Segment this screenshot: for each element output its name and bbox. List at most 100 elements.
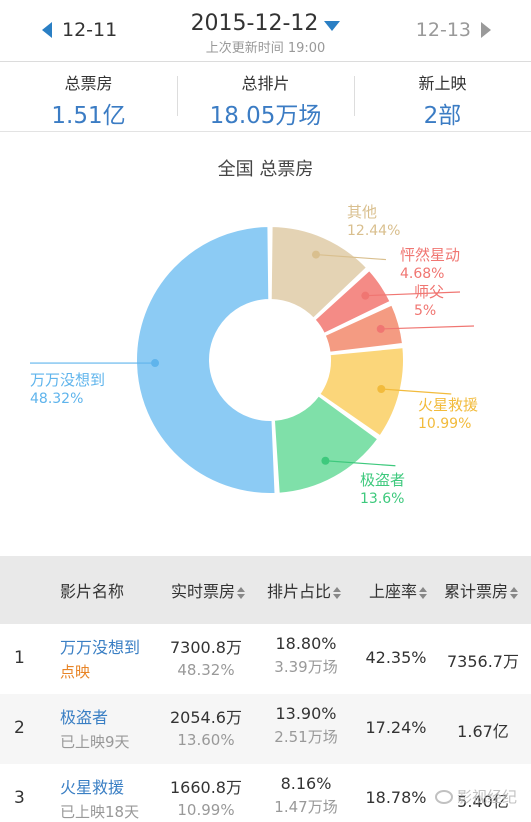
- box-office-donut-chart: 其他 12.44%怦然星动 4.68%师父 5% 火星救援 10.99% 极盗者 13.6% 万…: [30, 203, 478, 507]
- occupancy-value: 17.24%: [365, 718, 427, 737]
- realtime-cell: 2054.6万 13.60%: [165, 704, 247, 749]
- table-row[interactable]: 2 极盗者 已上映9天 2054.6万 13.60% 13.90% 2.51万场…: [0, 694, 531, 764]
- film-status: 已上映9天: [60, 733, 130, 751]
- realtime-cell: 1660.8万 10.99%: [165, 774, 247, 819]
- realtime-value: 1660.8万: [170, 778, 242, 797]
- slice-value-3: 5%: [414, 303, 436, 319]
- ratio-cell: 18.80% 3.39万场: [262, 634, 350, 677]
- total-value: 1.67亿: [457, 722, 509, 741]
- next-date-label: 12-13: [415, 19, 471, 41]
- stat-label: 总排片: [241, 74, 290, 93]
- table-header: 影片名称 实时票房 排片占比 上座率 累计票房: [0, 556, 531, 624]
- ratio-cell: 8.16% 1.47万场: [262, 774, 350, 817]
- film-status: 已上映18天: [60, 803, 140, 821]
- current-date-selector[interactable]: 2015-12-12 上次更新时间 19:00: [0, 11, 531, 56]
- table-row[interactable]: 1 万万没想到 点映 7300.8万 48.32% 18.80% 3.39万场 …: [0, 624, 531, 694]
- header-occupancy-sort[interactable]: 上座率: [369, 578, 428, 602]
- header-label: 上座率: [369, 582, 418, 601]
- arrow-right-icon: [481, 22, 491, 38]
- film-name-cell: 火星救援 已上映18天: [60, 774, 139, 822]
- slice-name-5: 极盗者: [360, 471, 405, 489]
- realtime-pct: 48.32%: [177, 661, 235, 679]
- ratio-value: 8.16%: [280, 774, 332, 793]
- rank: 1: [14, 648, 25, 668]
- total-value: 5.40亿: [457, 792, 509, 811]
- ratio-value: 13.90%: [275, 704, 337, 723]
- stat-total-shows: 总排片 18.05万场: [177, 62, 354, 131]
- slice-0[interactable]: [135, 224, 277, 495]
- realtime-cell: 7300.8万 48.32%: [165, 634, 247, 679]
- ratio-cell: 13.90% 2.51万场: [262, 704, 350, 747]
- stat-label: 总票房: [64, 74, 113, 93]
- occupancy-value: 42.35%: [365, 648, 427, 667]
- occupancy-value: 18.78%: [365, 788, 427, 807]
- slice-3[interactable]: [323, 303, 405, 354]
- header-film-name: 影片名称: [60, 582, 125, 601]
- ratio-value: 18.80%: [275, 634, 337, 653]
- film-title: 万万没想到: [60, 638, 141, 657]
- shows-value: 1.47万场: [274, 798, 338, 816]
- leader-line-1: [315, 253, 387, 261]
- watermark-text: 影视经纪: [456, 788, 517, 806]
- summary-stats: 总票房 1.51亿 总排片 18.05万场 新上映 2部: [0, 62, 531, 132]
- sort-icon: [510, 586, 519, 599]
- leader-line-5: [325, 460, 396, 467]
- slice-value-0: 48.32%: [30, 391, 83, 407]
- update-time: 上次更新时间 19:00: [205, 41, 326, 56]
- slice-name-1: 其他: [347, 203, 377, 221]
- film-name-cell: 万万没想到 点映: [60, 634, 140, 682]
- slice-dot-3: [376, 324, 385, 333]
- slice-2[interactable]: [313, 268, 392, 336]
- realtime-value: 7300.8万: [170, 638, 242, 657]
- chevron-down-icon: [324, 20, 341, 31]
- header-realtime-sort[interactable]: 实时票房: [171, 578, 246, 602]
- shows-value: 3.39万场: [274, 658, 338, 676]
- stat-label: 新上映: [418, 74, 467, 93]
- film-status: 点映: [60, 663, 91, 681]
- header-label: 排片占比: [267, 582, 332, 601]
- chart-title: 全国 总票房: [217, 159, 314, 180]
- next-day-button[interactable]: 12-13: [416, 19, 491, 41]
- slice-name-0: 万万没想到: [30, 371, 105, 389]
- header-label: 累计票房: [444, 582, 509, 601]
- slice-name-4: 火星救援: [418, 396, 478, 414]
- total-value: 7356.7万: [447, 652, 519, 671]
- film-title: 极盗者: [60, 708, 109, 727]
- arrow-left-icon: [42, 22, 52, 38]
- table-row[interactable]: 3 火星救援 已上映18天 1660.8万 10.99% 8.16% 1.47万…: [0, 764, 531, 822]
- stat-value: 18.05万场: [209, 103, 322, 129]
- slice-value-1: 12.44%: [347, 223, 400, 239]
- date-navigation: 12-11 2015-12-12 上次更新时间 19:00 12-13: [0, 0, 531, 62]
- header-ratio-sort[interactable]: 排片占比: [267, 578, 342, 602]
- sort-icon: [419, 586, 428, 599]
- leader-line-3: [380, 325, 475, 330]
- rank: 2: [14, 718, 25, 738]
- realtime-pct: 13.60%: [177, 731, 235, 749]
- stat-new-releases: 新上映 2部: [354, 62, 531, 131]
- realtime-value: 2054.6万: [170, 708, 242, 727]
- slice-value-5: 13.6%: [360, 491, 404, 507]
- rank: 3: [14, 788, 25, 808]
- leader-line-2: [365, 291, 461, 297]
- header-label: 实时票房: [171, 582, 236, 601]
- watermark: 影视经纪: [434, 786, 517, 807]
- slice-1[interactable]: [269, 224, 369, 321]
- prev-day-button[interactable]: 12-11: [42, 19, 117, 41]
- stat-total-box-office: 总票房 1.51亿: [0, 62, 177, 131]
- wechat-icon: [434, 789, 453, 804]
- sort-icon: [237, 586, 246, 599]
- slice-name-3: 师父: [414, 283, 444, 301]
- slice-4[interactable]: [317, 346, 405, 438]
- header-total-sort[interactable]: 累计票房: [444, 578, 519, 602]
- slice-value-4: 10.99%: [418, 416, 471, 432]
- realtime-pct: 10.99%: [177, 801, 235, 819]
- slice-value-2: 4.68%: [400, 266, 444, 282]
- sort-icon: [333, 586, 342, 599]
- leader-line-4: [381, 388, 452, 395]
- prev-date-label: 12-11: [62, 19, 118, 41]
- stat-value: 2部: [423, 103, 462, 129]
- film-name-cell: 极盗者 已上映9天: [60, 704, 130, 752]
- shows-value: 2.51万场: [274, 728, 338, 746]
- stat-value: 1.51亿: [51, 103, 126, 129]
